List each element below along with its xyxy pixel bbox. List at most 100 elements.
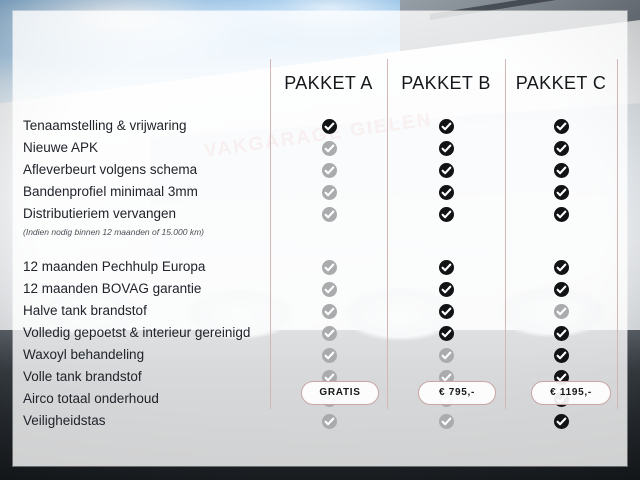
group-spacer [531,240,591,256]
group-spacer [23,240,273,256]
check-cell [299,300,359,322]
column-divider-1 [270,59,271,409]
check-included-icon [553,369,569,385]
check-included-icon [438,281,454,297]
feature-label: Halve tank brandstof [23,303,147,318]
price-label-b: € 795,- [438,387,476,398]
check-excluded-icon [438,369,454,385]
footnote-spacer [531,224,591,240]
check-cell [531,115,591,137]
check-cell [531,344,591,366]
column-divider-3 [505,59,506,409]
group-spacer [416,240,476,256]
check-cell [416,137,476,159]
check-cell [531,322,591,344]
check-included-icon [553,184,569,200]
check-cell [531,159,591,181]
check-excluded-icon [321,347,337,363]
feature-label: Distributieriem vervangen [23,206,177,221]
check-cell [531,278,591,300]
check-included-icon [553,259,569,275]
package-comparison-panel: PAKKET A PAKKET B PAKKET C Tenaamstellin… [13,11,627,466]
check-cell [416,278,476,300]
check-cell [299,159,359,181]
check-cell [531,256,591,278]
check-cell [299,137,359,159]
check-cell [299,181,359,203]
check-included-icon [553,206,569,222]
check-cell [416,159,476,181]
column-header-a: PAKKET A [270,73,387,94]
check-excluded-icon [321,162,337,178]
check-included-icon [321,118,337,134]
column-header-c-label: PAKKET C [515,73,607,93]
check-cell [531,181,591,203]
feature-label: 12 maanden BOVAG garantie [23,281,202,296]
check-cell [299,256,359,278]
check-included-icon [438,162,454,178]
check-cell [531,203,591,225]
check-included-icon [553,118,569,134]
check-column-b [416,115,476,432]
check-cell [416,256,476,278]
price-label-a: GRATIS [319,387,361,398]
check-included-icon [438,303,454,319]
column-header-a-label: PAKKET A [284,73,373,93]
check-included-icon [438,325,454,341]
check-excluded-icon [438,347,454,363]
column-header-c: PAKKET C [505,73,617,94]
footnote-spacer [416,224,476,240]
check-excluded-icon [321,184,337,200]
feature-label-list: Tenaamstelling & vrijwaring Nieuwe APK Afl… [23,115,273,432]
check-cell [531,410,591,432]
feature-label: Tenaamstelling & vrijwaring [23,118,187,133]
check-cell [299,322,359,344]
check-cell [299,366,359,388]
check-excluded-icon [321,325,337,341]
feature-label: Volle tank brandstof [23,369,142,384]
check-cell [299,344,359,366]
price-button-b[interactable]: € 795,- [418,381,496,405]
check-included-icon [553,140,569,156]
feature-label: Nieuwe APK [23,140,99,155]
check-included-icon [553,413,569,429]
check-excluded-icon [553,303,569,319]
column-header-b-label: PAKKET B [401,73,491,93]
check-excluded-icon [321,140,337,156]
check-cell [531,300,591,322]
check-cell [299,278,359,300]
column-header-b: PAKKET B [387,73,505,94]
check-cell [416,300,476,322]
feature-footnote: (Indien nodig binnen 12 maanden of 15.00… [23,227,204,237]
check-cell [416,366,476,388]
feature-label: Airco totaal onderhoud [23,391,159,406]
check-included-icon [438,206,454,222]
feature-label: 12 maanden Pechhulp Europa [23,259,206,274]
feature-label: Bandenprofiel minimaal 3mm [23,184,198,199]
price-button-c[interactable]: € 1195,- [531,381,611,405]
check-included-icon [553,347,569,363]
check-cell [531,137,591,159]
check-cell [299,203,359,225]
check-cell [299,410,359,432]
footnote-spacer [299,224,359,240]
check-column-c [531,115,591,432]
check-included-icon [553,325,569,341]
check-cell [416,410,476,432]
check-excluded-icon [321,259,337,275]
check-included-icon [438,140,454,156]
price-label-c: € 1195,- [550,387,592,398]
price-button-a[interactable]: GRATIS [301,381,379,405]
check-excluded-icon [321,206,337,222]
check-cell [531,366,591,388]
check-cell [416,203,476,225]
check-included-icon [438,184,454,200]
check-excluded-icon [438,413,454,429]
column-divider-4 [617,59,618,409]
check-included-icon [553,281,569,297]
check-included-icon [438,259,454,275]
check-cell [299,115,359,137]
check-cell [416,181,476,203]
column-divider-2 [387,59,388,409]
